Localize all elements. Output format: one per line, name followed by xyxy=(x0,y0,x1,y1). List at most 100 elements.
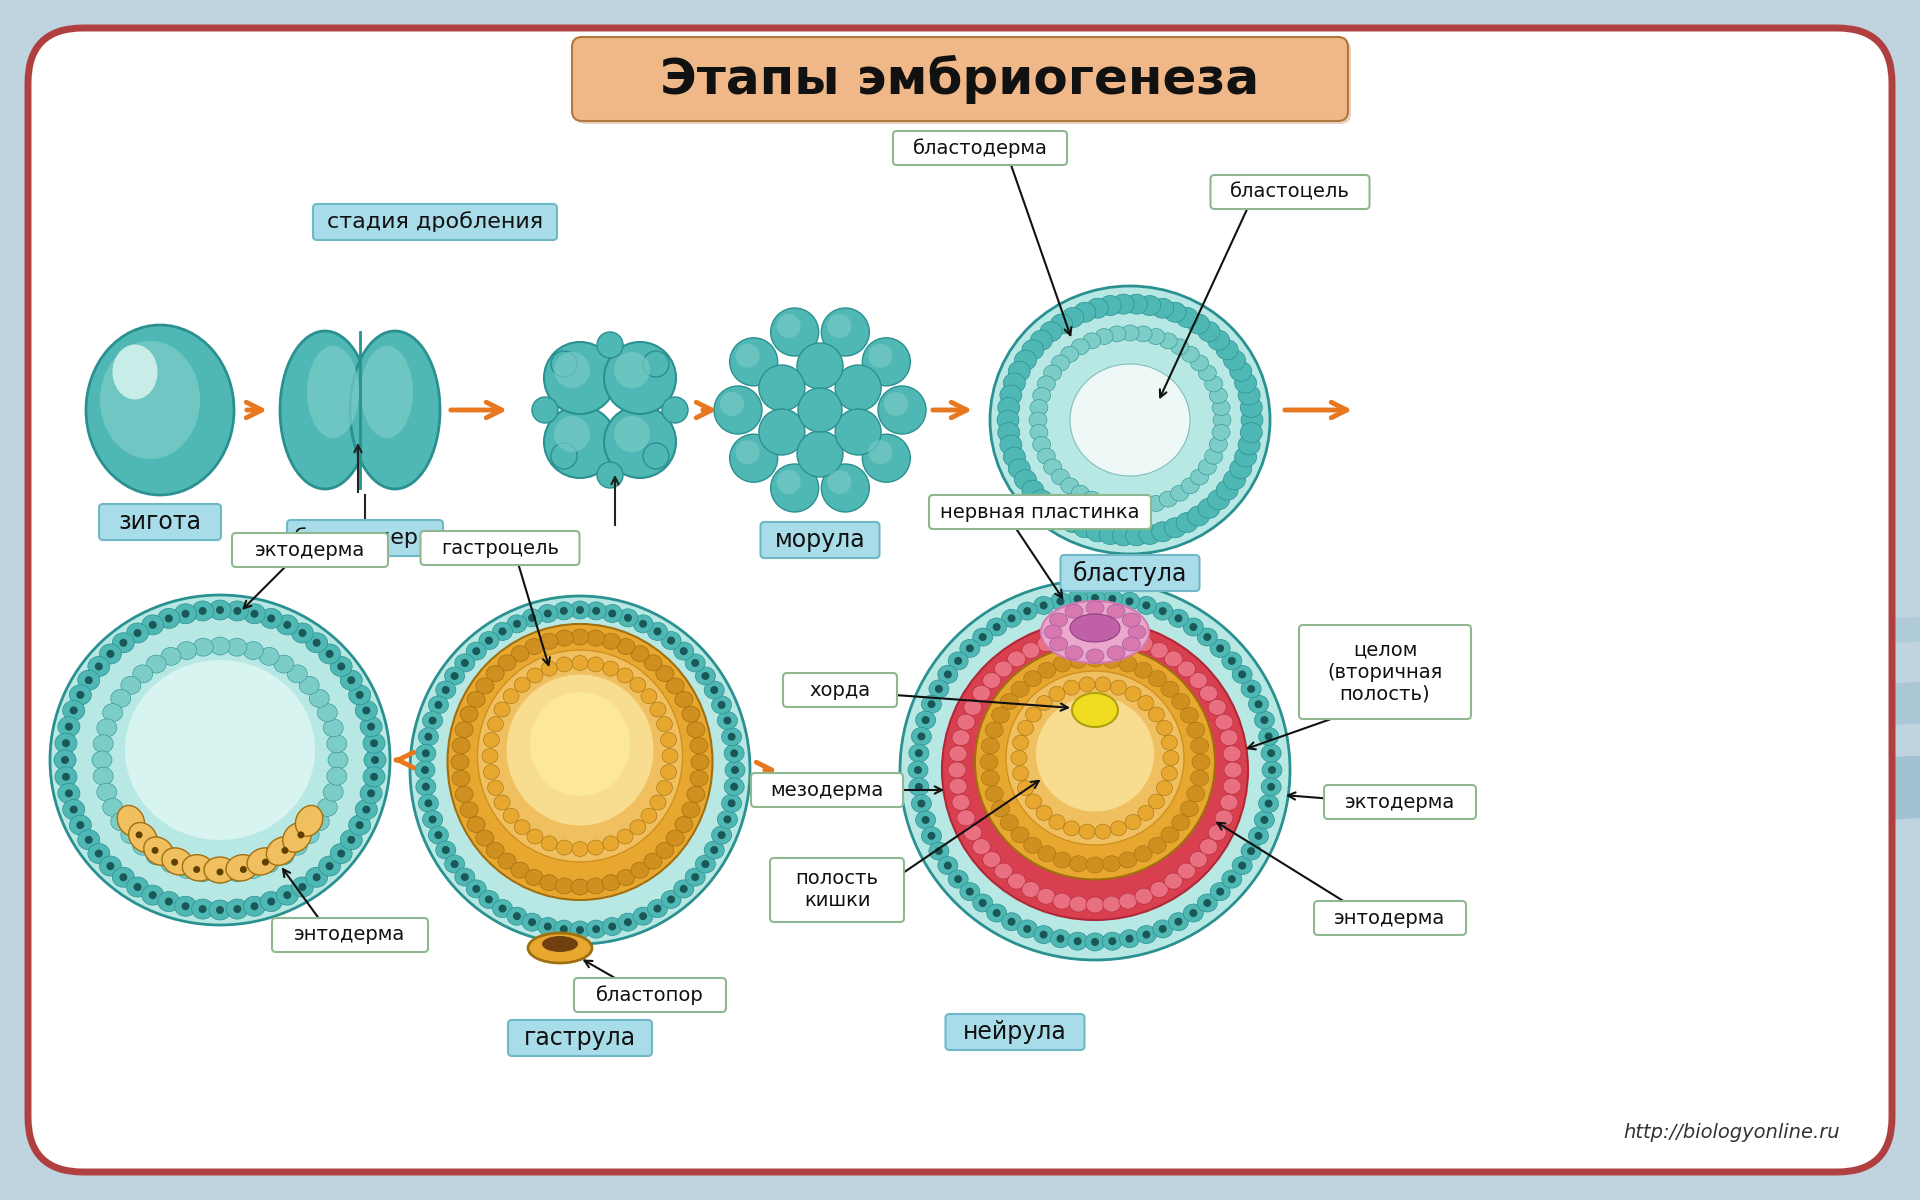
Ellipse shape xyxy=(1240,410,1263,430)
Ellipse shape xyxy=(1164,750,1179,766)
Text: бластула: бластула xyxy=(1073,560,1187,586)
Ellipse shape xyxy=(1248,695,1269,713)
Ellipse shape xyxy=(349,685,371,704)
Ellipse shape xyxy=(912,794,931,812)
FancyBboxPatch shape xyxy=(929,494,1150,529)
Circle shape xyxy=(728,799,735,808)
Ellipse shape xyxy=(175,896,196,917)
Ellipse shape xyxy=(676,816,693,833)
Circle shape xyxy=(313,874,321,881)
Ellipse shape xyxy=(111,689,131,707)
Ellipse shape xyxy=(660,764,676,780)
FancyBboxPatch shape xyxy=(286,520,444,556)
Circle shape xyxy=(551,352,578,377)
Ellipse shape xyxy=(605,406,676,478)
Ellipse shape xyxy=(515,677,530,692)
Circle shape xyxy=(918,799,925,808)
Ellipse shape xyxy=(563,883,582,900)
Ellipse shape xyxy=(908,778,929,796)
Ellipse shape xyxy=(1087,650,1104,667)
Ellipse shape xyxy=(113,344,157,400)
Ellipse shape xyxy=(493,623,513,641)
Text: нервная пластинка: нервная пластинка xyxy=(941,503,1140,522)
Circle shape xyxy=(1008,614,1016,623)
Ellipse shape xyxy=(1212,425,1231,440)
Ellipse shape xyxy=(1087,601,1104,614)
Circle shape xyxy=(148,892,157,899)
Ellipse shape xyxy=(132,665,154,683)
Ellipse shape xyxy=(1054,656,1071,672)
Circle shape xyxy=(718,701,726,709)
Ellipse shape xyxy=(261,608,282,629)
Ellipse shape xyxy=(317,798,338,816)
Ellipse shape xyxy=(1119,593,1140,611)
Ellipse shape xyxy=(328,751,348,769)
Circle shape xyxy=(653,905,662,912)
Ellipse shape xyxy=(1215,340,1238,360)
Ellipse shape xyxy=(1052,631,1071,647)
Ellipse shape xyxy=(161,854,180,872)
Circle shape xyxy=(1175,614,1183,623)
Circle shape xyxy=(371,773,378,781)
Ellipse shape xyxy=(952,794,970,810)
Circle shape xyxy=(194,866,200,874)
Ellipse shape xyxy=(547,642,564,659)
Circle shape xyxy=(326,862,334,870)
Circle shape xyxy=(442,686,449,694)
Circle shape xyxy=(609,923,616,930)
Ellipse shape xyxy=(1188,672,1208,689)
Ellipse shape xyxy=(662,749,678,763)
Ellipse shape xyxy=(1190,672,1210,688)
Ellipse shape xyxy=(309,689,328,707)
Ellipse shape xyxy=(497,853,516,869)
Circle shape xyxy=(730,749,737,757)
Ellipse shape xyxy=(1052,894,1071,910)
Ellipse shape xyxy=(113,632,134,653)
Ellipse shape xyxy=(735,344,760,368)
Ellipse shape xyxy=(1066,605,1083,618)
Text: бластодерма: бластодерма xyxy=(912,138,1048,158)
Ellipse shape xyxy=(1014,470,1037,490)
Ellipse shape xyxy=(1029,400,1048,415)
Circle shape xyxy=(94,850,104,858)
FancyBboxPatch shape xyxy=(945,1014,1085,1050)
Circle shape xyxy=(1204,899,1212,907)
Ellipse shape xyxy=(1181,347,1200,362)
Ellipse shape xyxy=(689,738,708,754)
Ellipse shape xyxy=(1261,778,1281,796)
Ellipse shape xyxy=(244,604,265,624)
Ellipse shape xyxy=(730,434,778,482)
Ellipse shape xyxy=(563,641,582,656)
Ellipse shape xyxy=(541,661,557,676)
Circle shape xyxy=(69,707,77,714)
FancyBboxPatch shape xyxy=(100,504,221,540)
Ellipse shape xyxy=(973,894,993,912)
Ellipse shape xyxy=(280,331,371,490)
Ellipse shape xyxy=(1018,720,1033,736)
Ellipse shape xyxy=(1119,630,1137,646)
Circle shape xyxy=(215,906,225,914)
Circle shape xyxy=(355,821,363,829)
Ellipse shape xyxy=(1164,874,1183,889)
Circle shape xyxy=(945,671,952,678)
Ellipse shape xyxy=(63,799,84,820)
Ellipse shape xyxy=(455,868,474,886)
Circle shape xyxy=(1091,938,1098,946)
Ellipse shape xyxy=(540,634,559,649)
Ellipse shape xyxy=(1135,888,1152,905)
Ellipse shape xyxy=(676,691,693,708)
Ellipse shape xyxy=(121,826,140,844)
Ellipse shape xyxy=(1139,696,1154,710)
Ellipse shape xyxy=(611,647,628,664)
Circle shape xyxy=(718,832,726,839)
Ellipse shape xyxy=(603,634,620,649)
Ellipse shape xyxy=(1008,458,1031,479)
Ellipse shape xyxy=(175,604,196,624)
Circle shape xyxy=(472,884,480,893)
Ellipse shape xyxy=(1187,506,1210,526)
Ellipse shape xyxy=(981,672,998,688)
Ellipse shape xyxy=(618,608,637,626)
Ellipse shape xyxy=(1108,498,1125,514)
Ellipse shape xyxy=(722,727,741,745)
Ellipse shape xyxy=(1225,779,1242,794)
